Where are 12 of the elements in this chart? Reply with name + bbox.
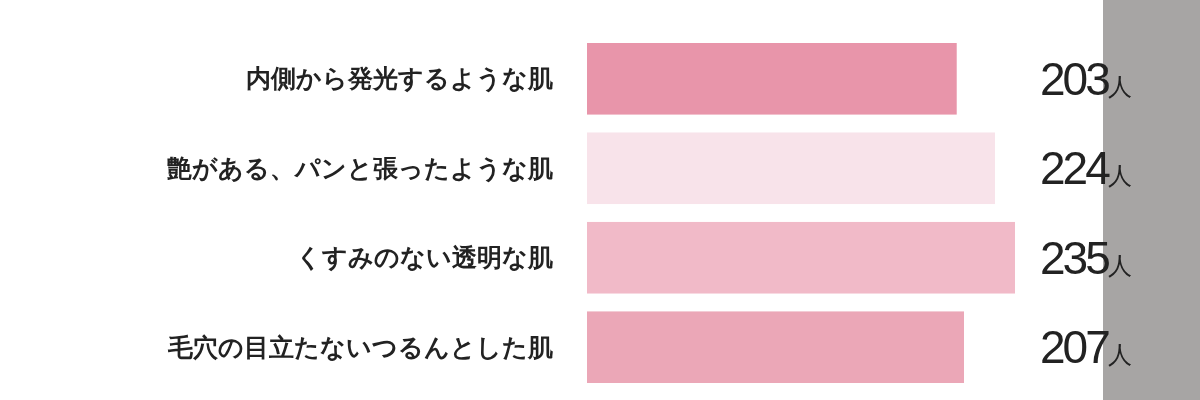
bar xyxy=(587,221,1015,294)
y-tick-label: 毛穴の目立たないつるんとした肌 xyxy=(167,332,553,362)
bar xyxy=(587,311,964,383)
y-tick-label: 内側から発光するような肌 xyxy=(246,64,553,94)
data-label: 224人 xyxy=(1040,142,1132,195)
data-label: 235人 xyxy=(1040,231,1132,284)
bar xyxy=(587,43,957,115)
y-tick-label: 艶がある、パンと張ったような肌 xyxy=(167,153,553,183)
y-tick-label: くすみのない透明な肌 xyxy=(296,243,553,273)
data-label: 203人 xyxy=(1040,52,1132,105)
data-label: 207人 xyxy=(1040,321,1132,374)
bar xyxy=(587,132,995,205)
